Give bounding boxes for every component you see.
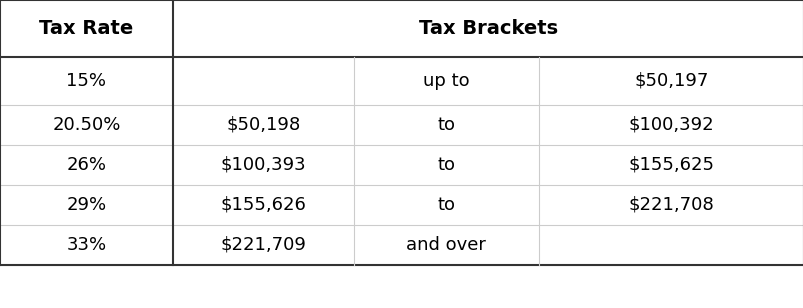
Text: Tax Brackets: Tax Brackets — [418, 19, 557, 38]
Text: $221,709: $221,709 — [220, 236, 306, 254]
Text: $100,393: $100,393 — [220, 156, 306, 174]
Text: $155,625: $155,625 — [628, 156, 713, 174]
Text: $50,198: $50,198 — [226, 116, 300, 134]
Text: $155,626: $155,626 — [220, 196, 306, 214]
Text: up to: up to — [422, 72, 469, 90]
Text: to: to — [437, 156, 454, 174]
Text: to: to — [437, 196, 454, 214]
Text: and over: and over — [406, 236, 486, 254]
Text: 29%: 29% — [67, 196, 106, 214]
Text: 20.50%: 20.50% — [52, 116, 120, 134]
Text: Tax Rate: Tax Rate — [39, 19, 133, 38]
Text: to: to — [437, 116, 454, 134]
Text: $100,392: $100,392 — [628, 116, 713, 134]
Text: $221,708: $221,708 — [628, 196, 713, 214]
Text: 15%: 15% — [67, 72, 106, 90]
Text: 33%: 33% — [67, 236, 106, 254]
Text: 26%: 26% — [67, 156, 106, 174]
Text: $50,197: $50,197 — [634, 72, 707, 90]
